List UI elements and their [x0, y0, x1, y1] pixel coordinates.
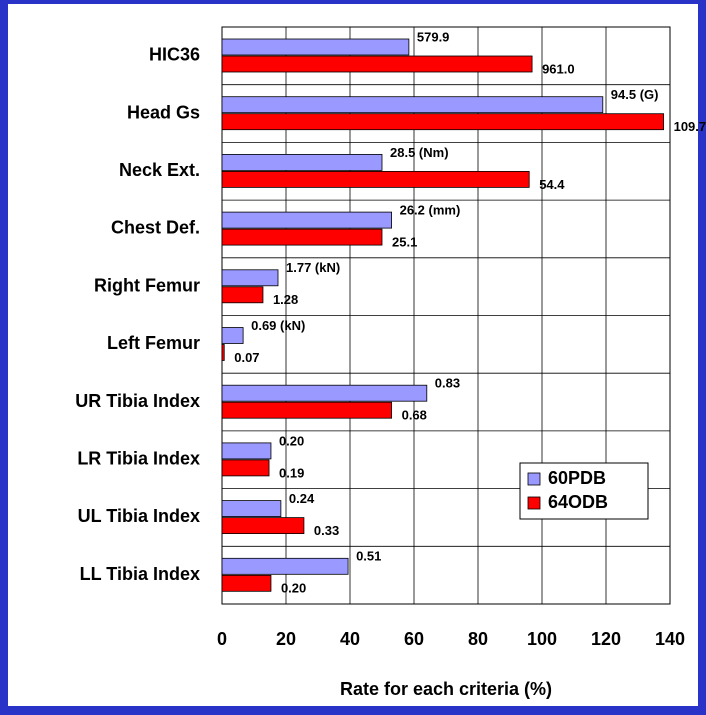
legend-label: 64ODB: [548, 492, 608, 512]
data-label: 28.5 (Nm): [390, 145, 449, 160]
y-tick-label: UL Tibia Index: [78, 506, 200, 526]
data-label: 0.20: [281, 581, 306, 596]
data-label: 1.77 (kN): [286, 260, 340, 275]
y-tick-label: Head Gs: [127, 102, 200, 122]
bar: [221, 500, 282, 518]
legend-swatch: [527, 472, 541, 486]
data-label: 961.0: [542, 61, 575, 76]
y-tick-label: Left Femur: [107, 333, 200, 353]
bar: [221, 38, 410, 56]
data-label: 109.7: [674, 119, 706, 134]
data-label: 1.28: [273, 292, 298, 307]
bar: [221, 459, 270, 477]
x-tick-label: 40: [340, 629, 360, 649]
data-label: 54.4: [539, 177, 565, 192]
legend-box: [519, 462, 649, 520]
bar: [221, 55, 533, 73]
bar: [221, 557, 349, 575]
y-tick-label: LR Tibia Index: [77, 449, 200, 469]
bar: [221, 228, 383, 246]
bar: [221, 96, 604, 114]
data-label: 0.33: [314, 523, 339, 538]
x-tick-label: 0: [217, 629, 227, 649]
y-tick-label: HIC36: [149, 45, 200, 65]
bar: [221, 113, 665, 131]
bar: [221, 153, 383, 171]
bar: [221, 517, 305, 534]
x-tick-label: 20: [276, 629, 296, 649]
bar: [221, 344, 225, 361]
data-label: 0.07: [234, 350, 259, 365]
data-label: 0.68: [402, 408, 427, 423]
y-tick-label: Right Femur: [94, 275, 200, 295]
data-label: 26.2 (mm): [400, 203, 461, 218]
bar: [221, 170, 530, 188]
data-label: 0.20: [279, 433, 304, 448]
legend-swatch: [527, 496, 541, 510]
bar: [221, 269, 279, 287]
y-tick-label: UR Tibia Index: [75, 391, 200, 411]
data-label: 25.1: [392, 235, 417, 250]
data-label: 0.69 (kN): [251, 318, 305, 333]
data-label: 0.24: [289, 491, 315, 506]
bar: [221, 286, 264, 304]
x-tick-label: 80: [468, 629, 488, 649]
data-label: 94.5 (G): [611, 87, 659, 102]
data-label: 0.19: [279, 465, 304, 480]
bar: [221, 574, 272, 592]
legend-label: 60PDB: [548, 468, 606, 488]
bar: [221, 327, 244, 344]
x-tick-label: 60: [404, 629, 424, 649]
x-tick-label: 120: [591, 629, 621, 649]
y-tick-label: Neck Ext.: [119, 160, 200, 180]
bar: [221, 401, 393, 419]
bar: [221, 211, 393, 229]
x-tick-label: 140: [655, 629, 685, 649]
y-tick-label: LL Tibia Index: [80, 564, 200, 584]
x-tick-label: 100: [527, 629, 557, 649]
bar: [221, 384, 428, 402]
data-label: 0.83: [435, 376, 460, 391]
data-label: 579.9: [417, 29, 450, 44]
data-label: 0.51: [356, 549, 381, 564]
y-tick-label: Chest Def.: [111, 218, 200, 238]
x-axis-label: Rate for each criteria (%): [340, 679, 552, 699]
bar: [221, 442, 272, 460]
